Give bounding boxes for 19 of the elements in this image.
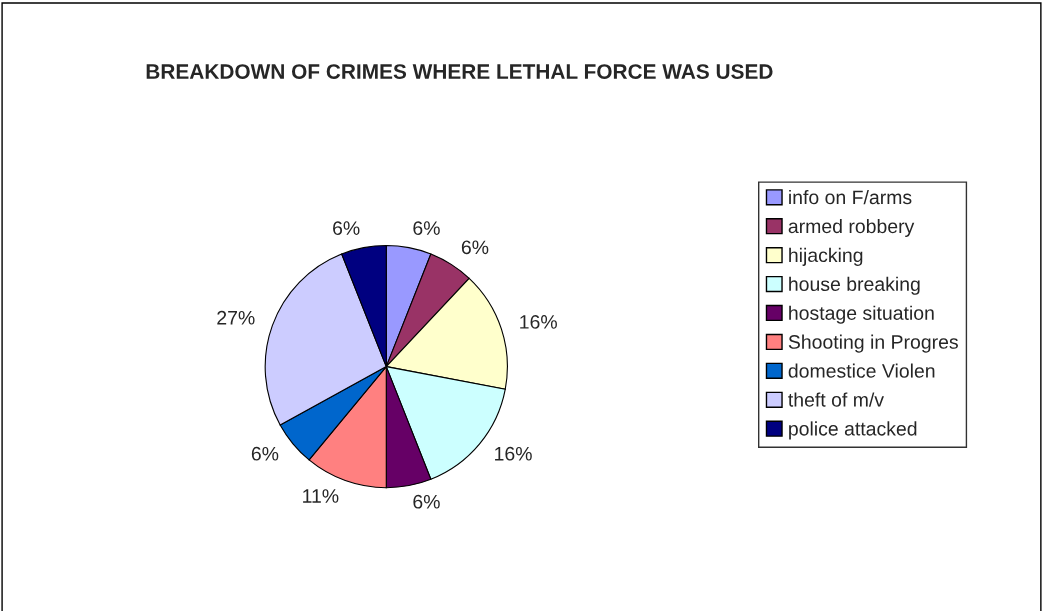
data-label: 11%: [303, 489, 339, 503]
legend-label: house breaking: [789, 276, 920, 295]
data-label: 6%: [461, 240, 489, 255]
legend-label: Shooting in Progres: [788, 334, 958, 353]
legend-label: hijacking: [789, 247, 863, 266]
chart-title: BREAKDOWN OF CRIMES WHERE LETHAL FORCE WAS USED: [146, 64, 773, 79]
data-label: 16%: [520, 315, 557, 329]
data-label: 27%: [217, 310, 255, 325]
legend-label: info on F/arms: [789, 189, 912, 205]
legend-label: theft of m/v: [788, 392, 884, 407]
legend-label: police attacked: [789, 421, 917, 440]
data-label: 6%: [413, 221, 440, 236]
data-label: 16%: [495, 446, 532, 461]
legend-label: hostage situation: [789, 305, 934, 324]
legend-label: armed robbery: [788, 218, 915, 238]
data-label: 6%: [251, 446, 279, 461]
data-label: 6%: [413, 494, 440, 509]
data-label: 6%: [333, 221, 360, 236]
legend-label: domestice Violen: [788, 363, 935, 378]
